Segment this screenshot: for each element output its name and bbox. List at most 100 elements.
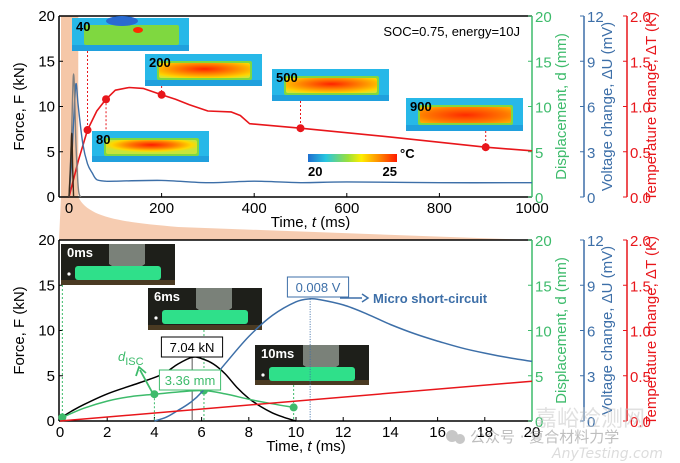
y-tick-label-voltage: 12 [587,233,604,250]
condition-annotation: SOC=0.75, energy=10J [383,24,520,39]
displacement-isc-label-text: 3.36 mm [165,373,216,388]
x-tick-label: 0 [65,200,73,217]
displacement-isc-label-box [158,369,222,391]
inset-time-label: 900 [410,99,432,114]
inset-time-label: 40 [76,19,90,34]
y-tick-label-force: 20 [38,232,55,249]
impactor-shadow [106,16,138,26]
battery-cell [75,266,161,280]
thermal-inset-image: 900 [406,98,523,131]
y-tick-label-displacement: 10 [535,324,552,341]
peak-force-label-text: 7.04 kN [170,340,215,355]
arrow-head-icon [361,293,370,303]
colorbar: 20 25°C [308,146,415,179]
x-tick-label: 4 [150,424,158,441]
y-tick-label-displacement: 0 [535,190,543,207]
d-isc-arrow [139,369,153,393]
inset-floor [92,156,209,162]
x-tick-label: 16 [429,424,446,441]
data-marker [150,390,159,399]
micro-short-circuit-label: Micro short-circuit [373,291,488,306]
series-line-voltage-change [154,297,533,422]
inset-time-label: 200 [149,55,171,70]
x-tick-label: 10 [288,424,305,441]
inset-time-label: 0ms [67,245,93,260]
inset-floor [145,80,262,86]
y-tick-label-temperature: 1.5 [630,54,651,71]
camera-inset-image: 6ms [148,288,262,330]
data-marker [157,90,166,99]
data-marker [481,143,490,152]
y-tick-label-displacement: 20 [535,9,552,26]
x-tick-label: 400 [242,200,267,217]
y-tick-label-displacement: 15 [535,54,552,71]
x-axis-title: Time, t (ms) [271,214,350,231]
thermal-inset-image: 500 [272,69,389,101]
battery-thermal [84,25,179,45]
x-tick-label: 12 [335,424,352,441]
x-tick-label: 20 [524,424,541,441]
y-tick-label-voltage: 3 [587,369,595,386]
x-tick-label: 200 [149,200,174,217]
inset-time-label: 500 [276,70,298,85]
watermark-text-3: AnyTesting.com [551,446,663,462]
y-tick-label-displacement: 5 [535,369,543,386]
x-tick-label: 1000 [515,200,548,217]
y-tick-label-force: 15 [38,53,55,70]
thermal-inset-image: 80 [92,131,209,162]
battery-heat-map [106,140,197,154]
arrow-head-icon [135,365,147,377]
battery-cell [269,367,355,381]
bottom-panel: 0 2 4 6 8 10 12 14 16 18 20 Time, t (ms) 0 5 10 15 20 For… [11,232,660,455]
d-isc-label: dISC [118,349,144,368]
y-axis-title-displacement: Displacement, d (mm) [553,257,570,404]
inset-floor [72,45,189,51]
camera-inset-image: 10ms [255,345,369,385]
watermark: 公众号 · 复合材料力学 嘉峪检测网 AnyTesting.com [446,407,663,462]
series-line-temperature-change [59,380,533,422]
impactor-head [196,288,232,315]
y-axis-title-voltage: Voltage change, ΔU (mV) [599,22,616,191]
y-tick-label-force: 10 [38,323,55,340]
series-line-displacement [62,389,294,419]
y-tick-label-temperature: 1.0 [630,324,651,341]
x-tick-label: 6 [197,424,205,441]
battery-terminal [261,373,265,377]
battery-heat-map [420,107,511,123]
y-axis-title-displacement: Displacement, d (mm) [553,33,570,180]
y-tick-label-voltage: 9 [587,278,595,295]
y-tick-label-temperature: 0.5 [630,369,651,386]
inset-floor [255,380,369,385]
peak-voltage-label-box [286,276,350,298]
y-tick-label-force: 10 [38,99,55,116]
peak-force-label-box [160,336,224,358]
inset-floor [406,125,523,131]
y-tick-label-voltage: 6 [587,324,595,341]
y-axis-title-voltage: Voltage change, ΔU (mV) [599,246,616,415]
y-tick-label-displacement: 15 [535,278,552,295]
colorbar-max-label: 25 [383,164,397,179]
y-tick-label-temperature: 2.0 [630,233,651,250]
inset-floor [148,325,262,330]
impactor-head [109,244,145,271]
watermark-text-2: 嘉峪检测网 [535,407,645,432]
y-tick-label-voltage: 3 [587,145,595,162]
y-tick-label-force: 15 [38,277,55,294]
x-tick-label: 0 [56,424,64,441]
colorbar-min-label: 20 [308,164,322,179]
impactor-head [303,345,339,372]
y-tick-label-voltage: 0 [587,190,595,207]
camera-inset-image: 0ms [61,244,175,285]
data-marker [58,413,67,422]
x-tick-label: 8 [245,424,253,441]
y-tick-label-force: 5 [47,144,55,161]
y-tick-label-temperature: 1.5 [630,278,651,295]
y-tick-label-force: 5 [47,368,55,385]
y-tick-label-displacement: 5 [535,145,543,162]
battery-heat-map [159,63,250,78]
thermal-inset-image: 200 [145,54,262,86]
inset-time-label: 10ms [261,346,294,361]
x-tick-label: 18 [476,424,493,441]
y-tick-label-force: 0 [47,189,55,206]
